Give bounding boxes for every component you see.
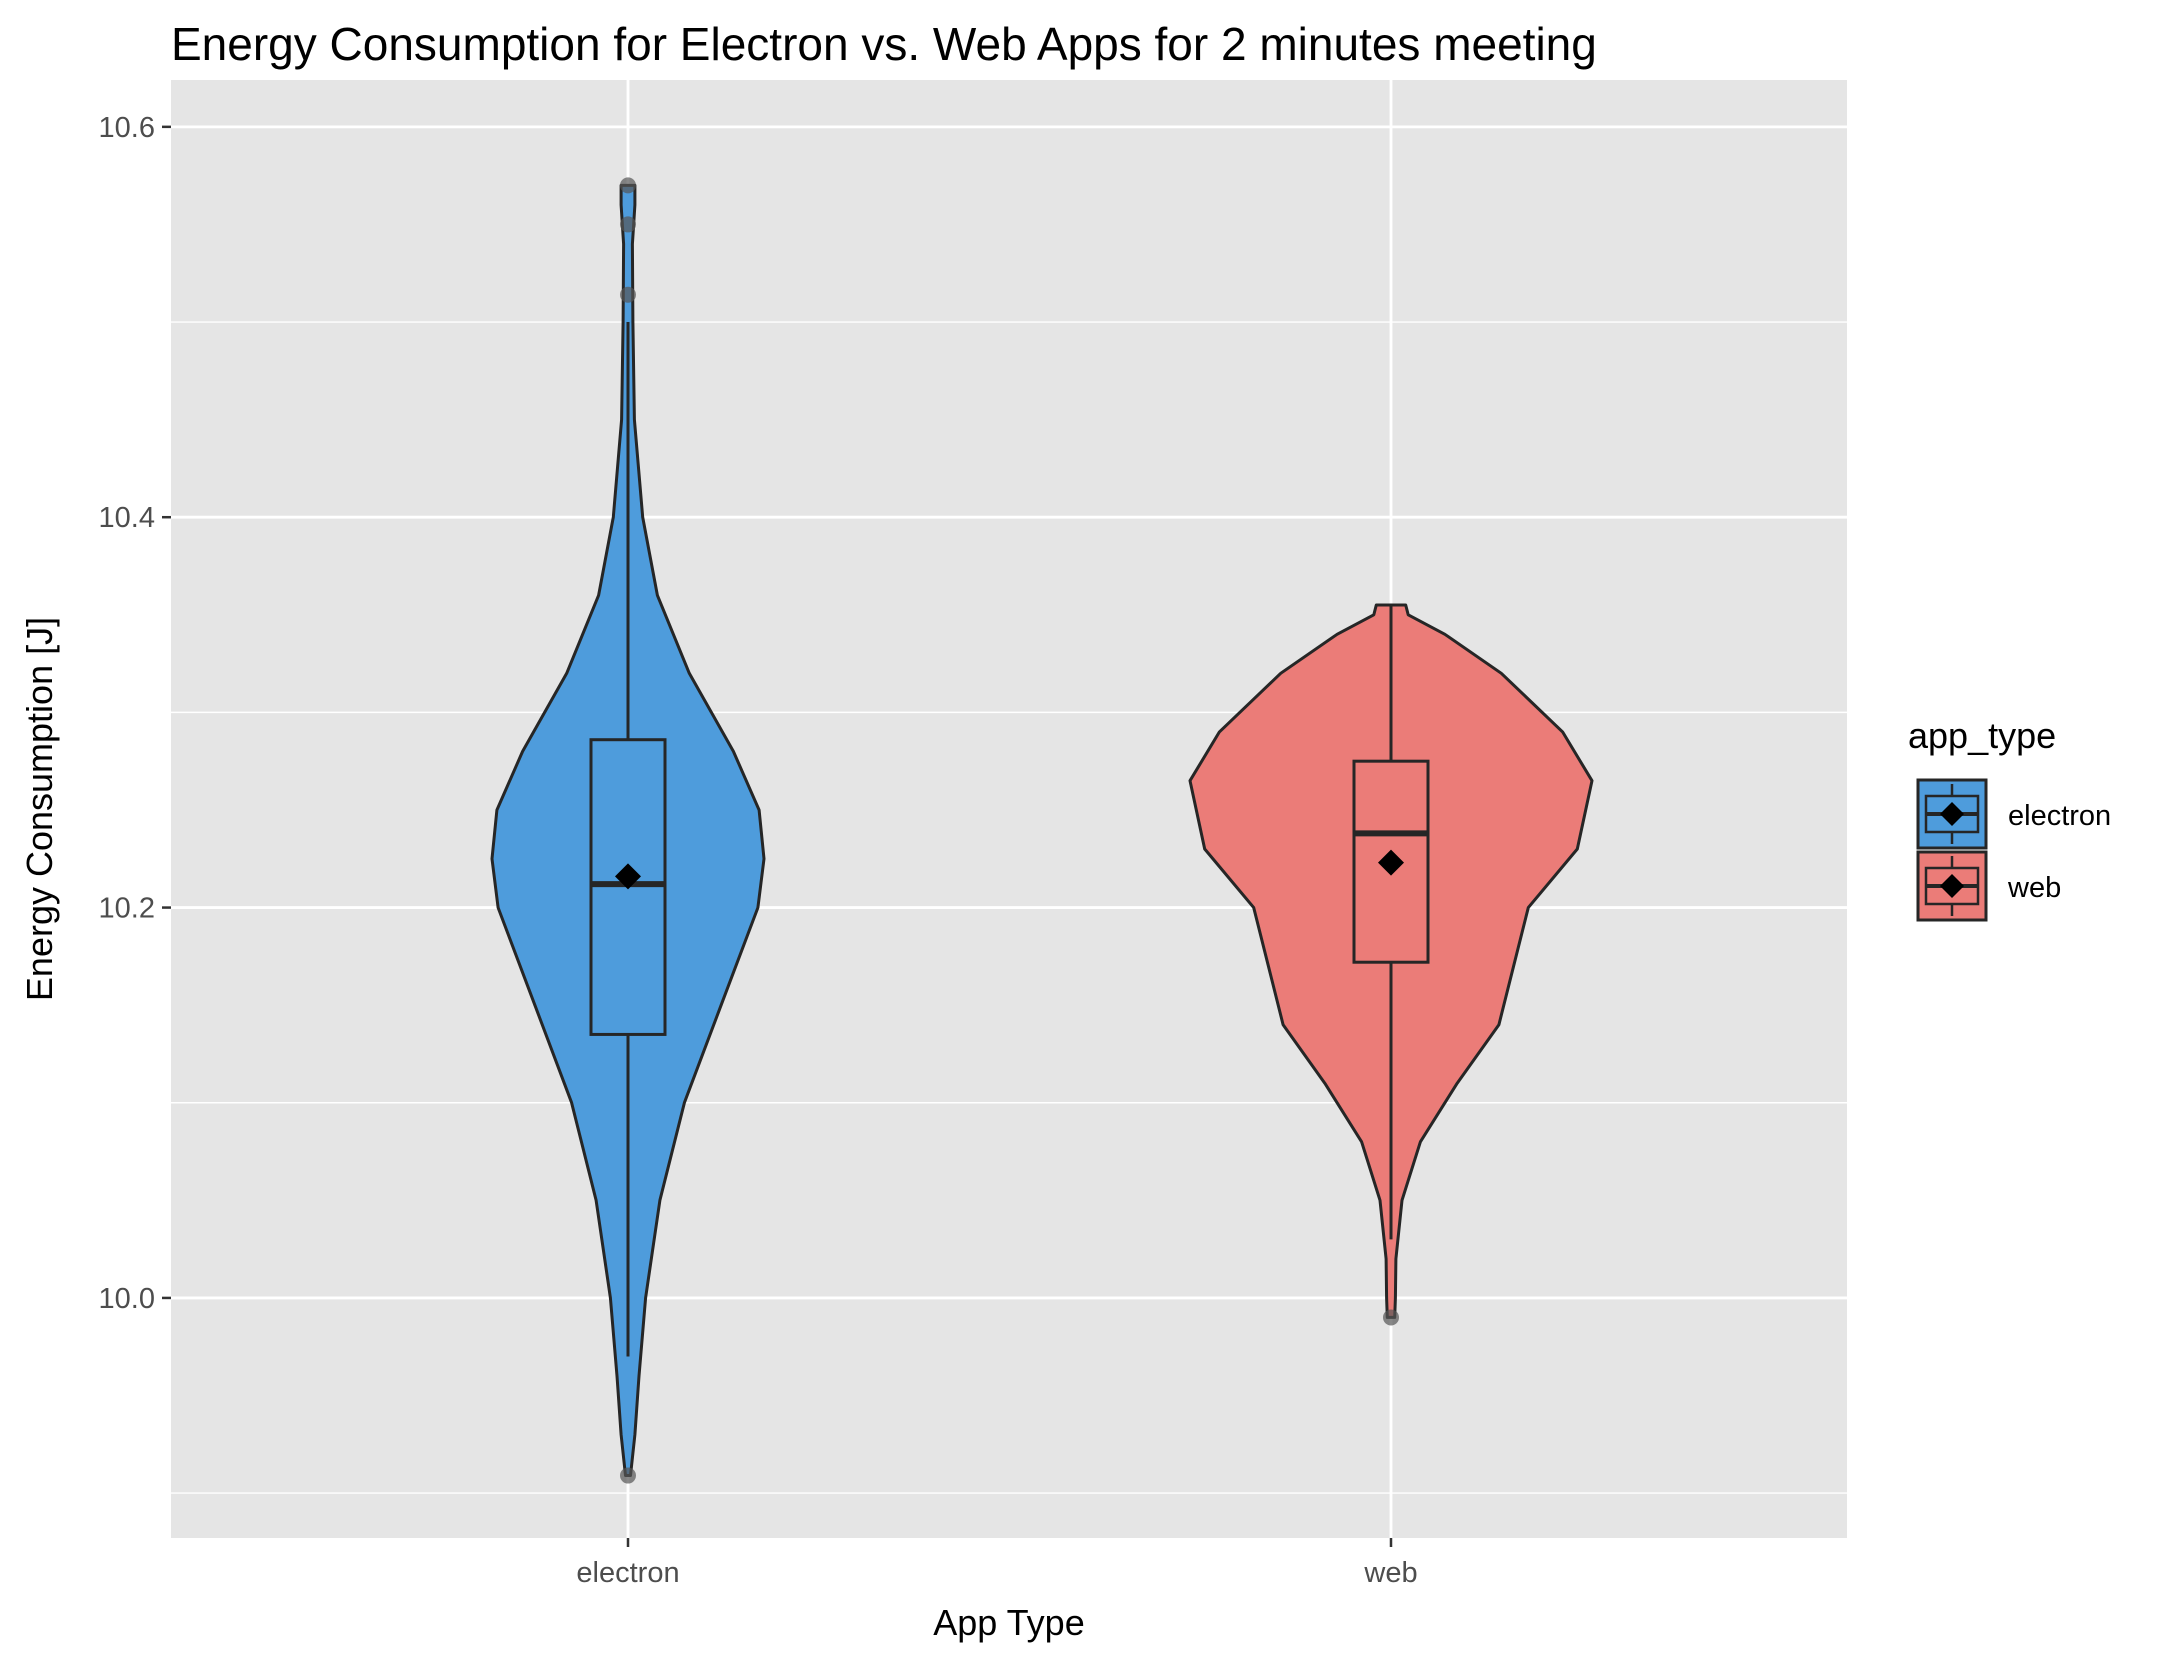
y-tick-label: 10.4 [99,502,155,534]
legend-title: app_type [1908,715,2056,756]
y-tick-label: 10.2 [99,893,155,925]
legend-key-mean [1940,802,1964,826]
legend-key-mean [1940,874,1964,898]
x-axis-title: App Type [933,1602,1084,1643]
legend-label-web: web [2007,872,2061,904]
mean-marker-electron [615,863,641,890]
outlier-point [1383,1309,1399,1326]
outlier-point [620,1467,636,1484]
plot-panel [171,80,1847,1538]
mean-marker-web [1378,849,1404,876]
y-axis-title: Energy Consumption [J] [19,617,60,1001]
outlier-point [620,216,636,233]
x-tick-label: web [1363,1557,1417,1589]
outlier-point [620,286,636,303]
x-tick-label: electron [576,1557,679,1589]
chart-title: Energy Consumption for Electron vs. Web … [171,18,1597,70]
y-tick-label: 10.6 [99,112,155,144]
y-tick-label: 10.0 [99,1283,155,1315]
legend-label-electron: electron [2008,800,2111,832]
outlier-point [620,177,636,194]
